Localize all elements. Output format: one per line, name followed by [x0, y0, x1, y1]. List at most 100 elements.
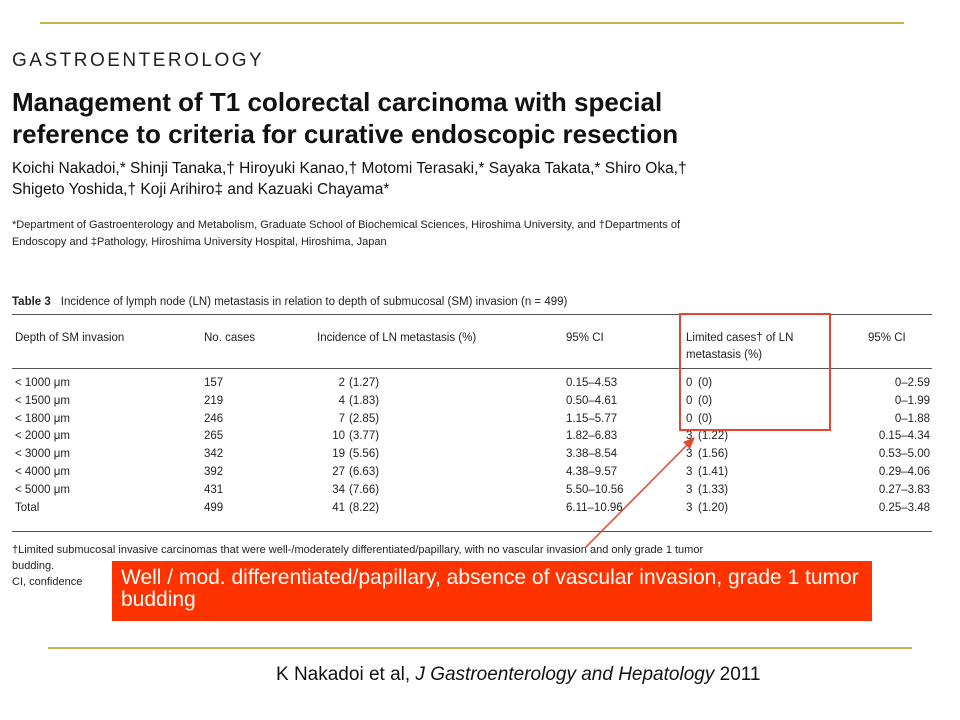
cell-ci-2: 0–1.88 [894, 412, 930, 425]
cell-incidence-count: 2 [338, 377, 345, 389]
table-rule-top [12, 314, 932, 315]
cell-limited-percent: (1.20) [698, 501, 729, 514]
cell-depth: < 5000 μm [15, 483, 70, 496]
author-list: Koichi Nakadoi,* Shinji Tanaka,† Hiroyuk… [12, 158, 942, 200]
cell-cases: 157 [204, 377, 224, 389]
footnote-line-2: budding. [12, 560, 55, 572]
cell-incidence-percent: (7.66) [349, 483, 380, 496]
cell-incidence-count: 7 [338, 412, 345, 425]
cell-incidence-percent: (1.27) [349, 377, 380, 389]
table-caption: Table 3 Incidence of lymph node (LN) meta… [12, 296, 567, 308]
cell-incidence-count: 34 [332, 483, 345, 496]
cell-limited-count: 3 [686, 466, 693, 478]
highlight-box [679, 313, 831, 431]
cell-depth: < 4000 μm [15, 466, 70, 478]
top-rule [40, 22, 904, 24]
cell-limited-count: 3 [686, 483, 693, 496]
cell-cases: 499 [204, 501, 224, 514]
cell-incidence-percent: (8.22) [349, 501, 380, 514]
cell-cases: 431 [204, 483, 224, 496]
cell-cases: 342 [204, 448, 224, 461]
citation-authors: K Nakadoi et al, [276, 664, 411, 685]
cell-ci-1: 5.50–10.56 [566, 483, 624, 496]
header-depth: Depth of SM invasion [15, 332, 125, 344]
cell-ci-2: 0.53–5.00 [878, 448, 930, 461]
table-rule-bottom [12, 531, 932, 532]
affiliation-line-1: *Department of Gastroenterology and Meta… [12, 219, 681, 231]
cell-ci-1: 3.38–8.54 [566, 448, 618, 461]
cell-ci-1: 4.38–9.57 [566, 466, 618, 478]
cell-depth: Total [15, 501, 40, 514]
cell-depth: < 1000 μm [15, 377, 70, 389]
header-ci-1: 95% CI [566, 332, 604, 344]
cell-cases: 246 [204, 412, 224, 425]
citation: K Nakadoi et al, J Gastroenterology and … [276, 664, 760, 686]
journal-name: GASTROENTEROLOGY [12, 50, 265, 71]
cell-limited-percent: (1.33) [698, 483, 729, 496]
cell-ci-2: 0.25–3.48 [878, 501, 930, 514]
table-footnote: †Limited submucosal invasive carcinomas … [12, 542, 932, 590]
cell-limited-count: 0 [686, 377, 693, 389]
cell-limited-percent: (1.56) [698, 448, 729, 461]
cell-depth: < 2000 μm [15, 430, 70, 443]
paper-title: Management of T1 colorectal carcinoma wi… [12, 86, 912, 150]
authors-line-2: Shigeto Yoshida,† Koji Arihiro‡ and Kazu… [12, 181, 390, 198]
cell-incidence-percent: (2.85) [349, 412, 380, 425]
cell-limited-percent: (0) [698, 377, 713, 389]
affiliations: *Department of Gastroenterology and Meta… [12, 217, 942, 251]
table-caption-text: Incidence of lymph node (LN) metastasis … [60, 296, 568, 308]
cell-depth: < 1800 μm [15, 412, 70, 425]
cell-incidence-count: 4 [338, 394, 345, 407]
cell-limited-count: 0 [686, 394, 693, 407]
cell-incidence-count: 10 [332, 430, 345, 443]
cell-incidence-count: 19 [332, 448, 345, 461]
header-incidence: Incidence of LN metastasis (%) [317, 332, 477, 344]
cell-limited-count: 3 [686, 501, 693, 514]
authors-line-1: Koichi Nakadoi,* Shinji Tanaka,† Hiroyuk… [12, 160, 687, 177]
cell-incidence-percent: (3.77) [349, 430, 380, 443]
cell-limited-percent: (0) [698, 394, 713, 407]
title-line-1: Management of T1 colorectal carcinoma wi… [12, 87, 663, 117]
cell-depth: < 1500 μm [15, 394, 70, 407]
title-line-2: reference to criteria for curative endos… [12, 119, 679, 149]
cell-incidence-count: 27 [332, 466, 345, 478]
cell-ci-1: 0.15–4.53 [566, 377, 618, 389]
footnote-line-3: CI, confidence [12, 576, 83, 588]
cell-limited-count: 3 [686, 430, 693, 443]
cell-incidence-count: 41 [332, 501, 345, 514]
cell-ci-1: 1.15–5.77 [566, 412, 618, 425]
cell-limited-count: 3 [686, 448, 693, 461]
cell-cases: 219 [204, 394, 224, 407]
cell-ci-1: 6.11–10.96 [566, 501, 623, 514]
cell-cases: 265 [204, 430, 224, 443]
cell-cases: 392 [204, 466, 224, 478]
cell-ci-1: 1.82–6.83 [566, 430, 618, 443]
table-rule-header [12, 368, 932, 369]
cell-ci-1: 0.50–4.61 [566, 394, 618, 407]
affiliation-line-2: Endoscopy and ‡Pathology, Hiroshima Univ… [12, 236, 387, 248]
citation-year: 2011 [719, 664, 761, 685]
header-limited: Limited cases† of LN metastasis (%) [686, 330, 793, 364]
table-label: Table 3 [12, 296, 51, 308]
header-limited-line-2: metastasis (%) [686, 349, 763, 361]
callout-box: Well / mod. differentiated/papillary, ab… [112, 561, 872, 621]
bottom-rule [48, 647, 912, 649]
citation-journal: J Gastroenterology and Hepatology [415, 664, 715, 685]
cell-ci-2: 0.15–4.34 [878, 430, 930, 443]
cell-ci-2: 0.29–4.06 [878, 466, 930, 478]
cell-incidence-percent: (6.63) [349, 466, 380, 478]
header-limited-line-1: Limited cases† of LN [686, 332, 794, 344]
cell-ci-2: 0.27–3.83 [878, 483, 930, 496]
cell-incidence-percent: (5.56) [349, 448, 380, 461]
cell-ci-2: 0–1.99 [894, 394, 930, 407]
cell-limited-percent: (1.22) [698, 430, 729, 443]
cell-ci-2: 0–2.59 [894, 377, 930, 389]
header-ci-2: 95% CI [868, 332, 906, 344]
cell-depth: < 3000 μm [15, 448, 70, 461]
cell-limited-count: 0 [686, 412, 693, 425]
cell-limited-percent: (0) [698, 412, 713, 425]
cell-incidence-percent: (1.83) [349, 394, 380, 407]
cell-limited-percent: (1.41) [698, 466, 729, 478]
footnote-line-1: †Limited submucosal invasive carcinomas … [12, 544, 704, 556]
header-cases: No. cases [204, 332, 256, 344]
